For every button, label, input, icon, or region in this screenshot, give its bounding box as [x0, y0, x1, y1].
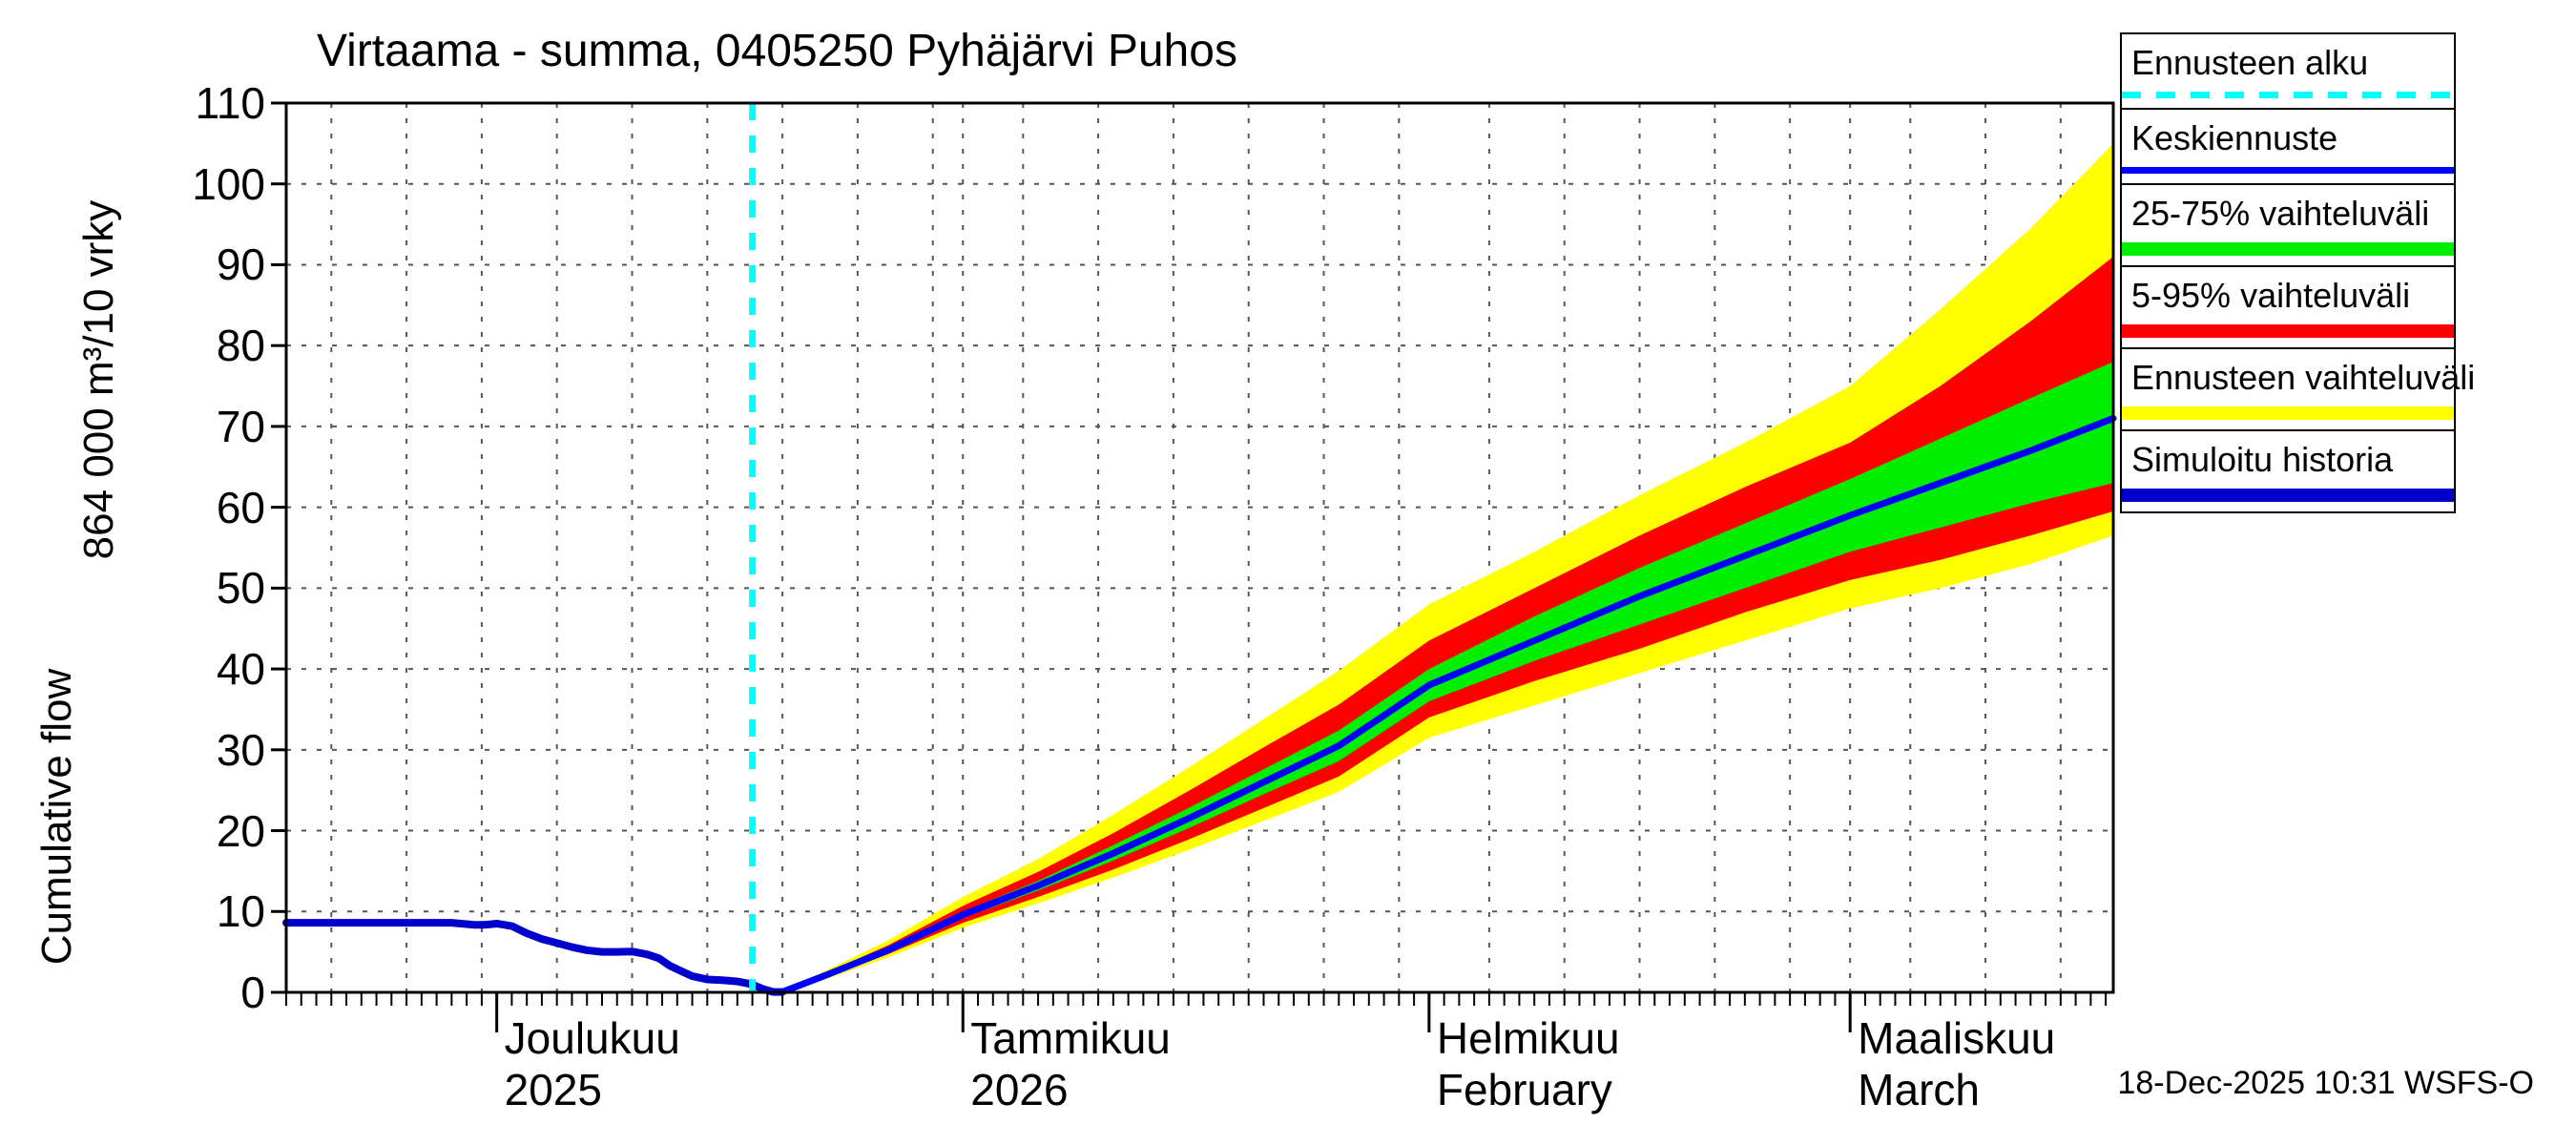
- chart-title: Virtaama - summa, 0405250 Pyhäjärvi Puho…: [317, 26, 1237, 76]
- legend-item: Keskiennuste: [2122, 108, 2454, 183]
- legend-item: 5-95% vaihteluväli: [2122, 265, 2454, 347]
- legend-item: Ennusteen alku: [2122, 34, 2454, 108]
- history-line: [282, 919, 787, 996]
- median-forecast-line: [779, 414, 2117, 996]
- plot-frame: [284, 101, 2115, 994]
- legend-item-label: Simuloitu historia: [2131, 440, 2394, 479]
- timestamp: 18-Dec-2025 10:31 WSFS-O: [2117, 1065, 2534, 1101]
- legend-item-label: Ennusteen vaihteluväli: [2131, 358, 2476, 397]
- y-axis-label: Cumulative flow: [33, 668, 80, 966]
- legend-item: Ennusteen vaihteluväli: [2122, 347, 2476, 429]
- legend-item: 25-75% vaihteluväli: [2122, 183, 2454, 265]
- legend-swatch: [2122, 406, 2454, 420]
- legend-swatch: [2122, 489, 2454, 502]
- legend-swatch: [2122, 324, 2454, 338]
- legend-swatch: [2122, 167, 2454, 174]
- band-total-range: [782, 143, 2113, 992]
- y-axis-unit-label: 864 000 m³/10 vrky: [75, 199, 122, 560]
- legend-swatch: [2122, 92, 2454, 98]
- legend-swatch: [2122, 242, 2454, 256]
- legend: Ennusteen alku Keskiennuste 25-75% vaihtel…: [2120, 32, 2476, 513]
- legend-item-label: 5-95% vaihteluväli: [2131, 276, 2411, 315]
- legend-item-label: Keskiennuste: [2131, 118, 2338, 157]
- legend-item: Simuloitu historia: [2122, 429, 2454, 511]
- legend-item-label: Ennusteen alku: [2131, 43, 2369, 82]
- legend-item-label: 25-75% vaihteluväli: [2131, 194, 2430, 233]
